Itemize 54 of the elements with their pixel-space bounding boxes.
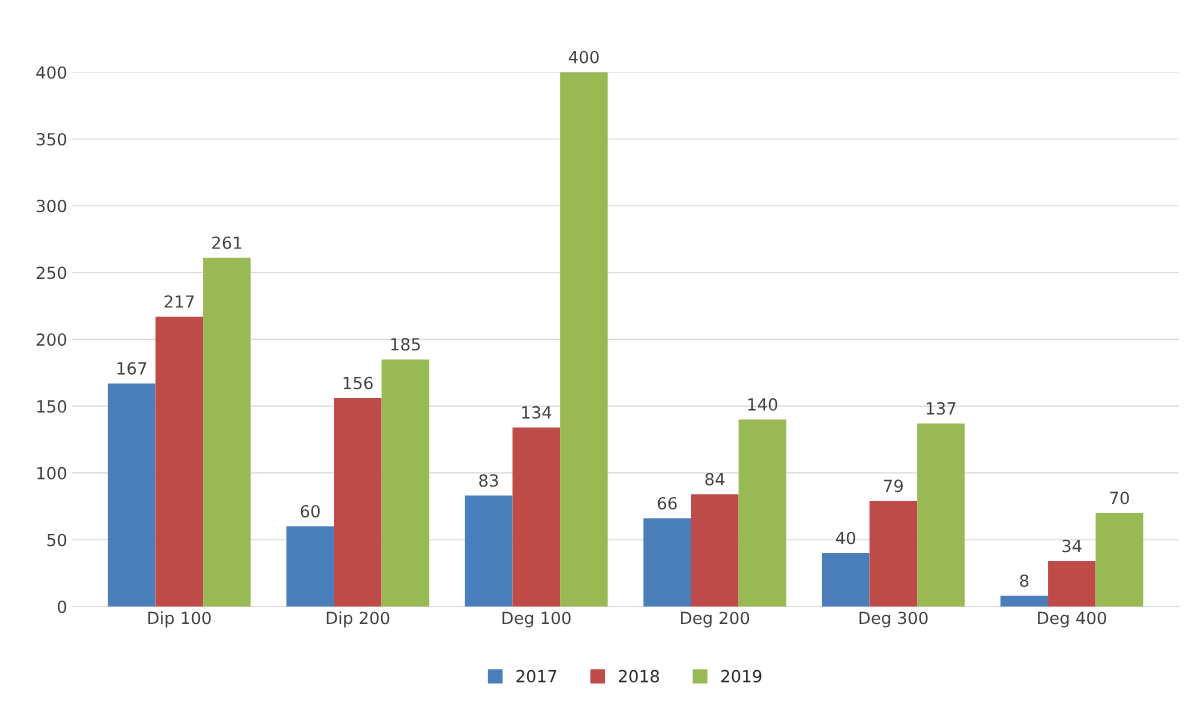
bar xyxy=(155,316,204,607)
data-label: 156 xyxy=(343,376,373,390)
data-label: 60 xyxy=(300,504,320,518)
x-tick-label: Deg 100 xyxy=(502,611,571,628)
y-tick-label: 200 xyxy=(36,333,67,346)
data-label: 84 xyxy=(705,472,725,486)
x-tick-label: Dip 100 xyxy=(148,611,211,628)
bar xyxy=(691,494,739,607)
data-label: 66 xyxy=(657,496,677,510)
y-tick-label: 50 xyxy=(47,533,67,547)
data-label: 167 xyxy=(117,362,147,375)
bar xyxy=(821,553,870,607)
x-tick-label: Dip 200 xyxy=(326,611,390,628)
data-label: 8 xyxy=(1020,574,1029,588)
data-label: 400 xyxy=(568,50,599,64)
bar xyxy=(203,257,251,607)
data-label: 79 xyxy=(884,479,903,493)
data-label: 140 xyxy=(748,398,778,411)
legend-label: 2019 xyxy=(721,669,762,683)
bar xyxy=(381,359,430,607)
data-label: 40 xyxy=(835,531,856,545)
bar xyxy=(286,526,334,607)
data-label: 137 xyxy=(926,402,956,415)
data-label: 261 xyxy=(212,236,242,250)
y-tick-label: 250 xyxy=(36,266,67,280)
legend-label: 2018 xyxy=(618,669,659,683)
bar xyxy=(869,500,918,607)
data-label: 134 xyxy=(522,406,552,419)
y-tick-label: 350 xyxy=(36,132,67,146)
bar xyxy=(560,72,608,607)
bar xyxy=(1000,595,1049,607)
data-label: 185 xyxy=(391,337,420,351)
y-tick-label: 400 xyxy=(36,66,67,79)
x-tick-label: Deg 400 xyxy=(1038,611,1107,628)
data-label: 34 xyxy=(1062,539,1082,553)
data-label: 70 xyxy=(1110,491,1129,505)
legend-label: 2017 xyxy=(516,669,557,683)
bar xyxy=(738,419,787,607)
bar xyxy=(464,495,513,607)
bar xyxy=(107,383,156,607)
y-tick-label: 100 xyxy=(37,466,67,480)
x-tick-label: Deg 300 xyxy=(859,611,928,628)
bar xyxy=(333,398,382,607)
data-label: 217 xyxy=(164,295,194,308)
bar xyxy=(512,427,561,607)
y-tick-label: 0 xyxy=(57,600,67,614)
bar xyxy=(917,423,965,607)
data-label: 83 xyxy=(479,474,498,487)
bar xyxy=(1048,561,1096,607)
bar xyxy=(643,518,692,607)
x-tick-label: Deg 200 xyxy=(681,611,750,628)
y-tick-label: 300 xyxy=(36,199,67,213)
bar xyxy=(1095,512,1144,607)
y-tick-label: 150 xyxy=(37,400,67,413)
